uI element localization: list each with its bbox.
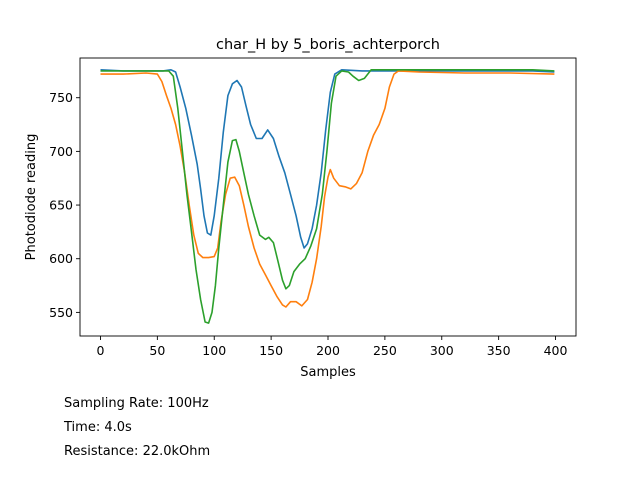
series-layer <box>100 69 555 324</box>
series-line-1 <box>100 69 555 249</box>
x-tick-label: 400 <box>544 343 568 358</box>
y-tick-label: 700 <box>49 144 73 159</box>
y-axis-label: Photodiode reading <box>24 134 39 261</box>
x-tick-label: 150 <box>259 343 283 358</box>
x-tick-label: 250 <box>373 343 397 358</box>
sampling-rate-text: Sampling Rate: 100Hz <box>64 396 209 411</box>
x-axis-label: Samples <box>300 365 356 380</box>
x-tick-label: 200 <box>316 343 340 358</box>
y-tick-label: 750 <box>49 90 73 105</box>
x-ticks: 0 50 100 150 200 250 300 350 400 <box>97 336 568 358</box>
time-text: Time: 4.0s <box>64 420 132 435</box>
series-line-2 <box>100 70 555 308</box>
series-line-3 <box>100 69 555 324</box>
y-tick-label: 550 <box>49 305 73 320</box>
y-ticks: 550 600 650 700 750 <box>49 90 80 320</box>
x-tick-label: 300 <box>430 343 454 358</box>
x-tick-label: 100 <box>202 343 226 358</box>
x-tick-label: 350 <box>487 343 511 358</box>
plot-frame <box>79 57 577 337</box>
resistance-text: Resistance: 22.0kOhm <box>64 444 211 459</box>
y-tick-label: 600 <box>49 251 73 266</box>
x-tick-label: 50 <box>149 343 165 358</box>
y-tick-label: 650 <box>49 198 73 213</box>
x-tick-label: 0 <box>97 343 105 358</box>
chart-title: char_H by 5_boris_achterporch <box>216 37 440 53</box>
